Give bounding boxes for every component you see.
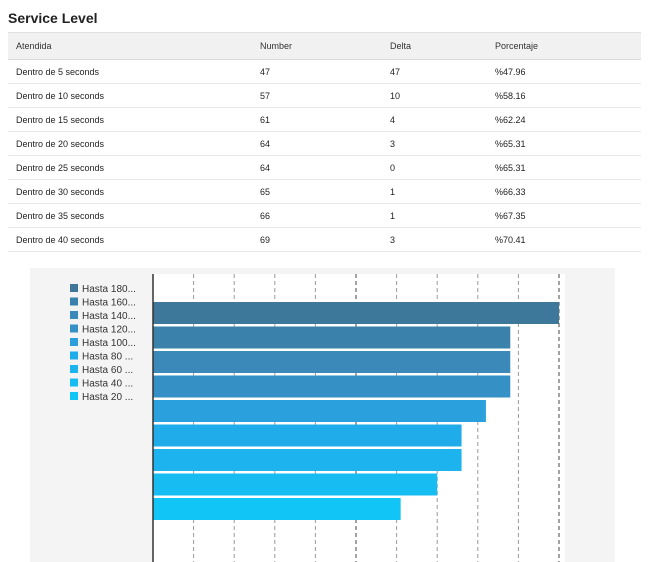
column-header-porcentaje[interactable]: Porcentaje (495, 32, 641, 60)
legend-swatch (70, 351, 78, 360)
column-header-delta[interactable]: Delta (390, 32, 495, 60)
legend-swatch (70, 378, 78, 387)
row-label: Dentro de 20 seconds (8, 131, 260, 156)
chart-bars (153, 302, 559, 520)
row-percent: %66.33 (495, 179, 641, 204)
row-percent: %70.41 (495, 227, 641, 252)
legend-swatch (70, 338, 78, 346)
row-number: 57 (260, 83, 390, 108)
bar[interactable] (153, 326, 511, 349)
table-row: Dentro de 15 seconds 61 4 %62.24 (8, 107, 641, 132)
legend-label[interactable]: Hasta 140... (82, 311, 136, 322)
table-header-row: Atendida Number Delta Porcentaje (8, 32, 641, 60)
row-delta: 10 (390, 83, 495, 108)
bar[interactable] (153, 351, 511, 373)
legend-swatch (70, 324, 78, 333)
legend-label[interactable]: Hasta 40 ... (82, 379, 133, 390)
row-label: Dentro de 35 seconds (8, 203, 260, 228)
legend-label[interactable]: Hasta 80 ... (82, 352, 133, 363)
bar[interactable] (153, 449, 462, 471)
row-delta: 0 (390, 155, 495, 180)
row-label: Dentro de 30 seconds (8, 179, 260, 204)
table-row: Dentro de 10 seconds 57 10 %58.16 (8, 83, 641, 108)
table-row: Dentro de 25 seconds 64 0 %65.31 (8, 155, 641, 180)
row-number: 66 (260, 203, 390, 228)
row-percent: %58.16 (495, 83, 641, 108)
row-number: 64 (260, 131, 390, 156)
legend-swatch (70, 392, 78, 400)
row-number: 47 (260, 59, 390, 84)
row-number: 64 (260, 155, 390, 180)
legend-label[interactable]: Hasta 100... (82, 338, 136, 349)
service-level-table: Atendida Number Delta Porcentaje Dentro … (8, 32, 641, 252)
bar[interactable] (153, 302, 559, 324)
row-label: Dentro de 10 seconds (8, 83, 260, 108)
legend-swatch (70, 311, 78, 319)
column-header-number[interactable]: Number (260, 32, 390, 60)
legend-swatch (70, 297, 78, 306)
row-label: Dentro de 40 seconds (8, 227, 260, 252)
legend-label[interactable]: Hasta 60 ... (82, 365, 133, 376)
row-delta: 1 (390, 203, 495, 228)
legend-label[interactable]: Hasta 180... (82, 284, 136, 295)
row-percent: %47.96 (495, 59, 641, 84)
row-percent: %62.24 (495, 107, 641, 132)
row-delta: 1 (390, 179, 495, 204)
bar[interactable] (153, 498, 401, 520)
bar[interactable] (153, 400, 486, 422)
row-delta: 3 (390, 131, 495, 156)
row-percent: %67.35 (495, 203, 641, 228)
table-row: Dentro de 30 seconds 65 1 %66.33 (8, 179, 641, 204)
table-row: Dentro de 5 seconds 47 47 %47.96 (8, 59, 641, 84)
legend-swatch (70, 284, 78, 292)
legend-label[interactable]: Hasta 160... (82, 298, 136, 309)
table-row: Dentro de 20 seconds 64 3 %65.31 (8, 131, 641, 156)
service-level-chart: Hasta 180... Hasta 160... Hasta 140... Hast… (30, 268, 615, 562)
row-delta: 4 (390, 107, 495, 132)
row-delta: 47 (390, 59, 495, 84)
row-label: Dentro de 5 seconds (8, 59, 260, 84)
bar[interactable] (153, 375, 511, 398)
row-label: Dentro de 15 seconds (8, 107, 260, 132)
row-percent: %65.31 (495, 131, 641, 156)
legend-label[interactable]: Hasta 120... (82, 325, 136, 336)
row-number: 61 (260, 107, 390, 132)
row-number: 69 (260, 227, 390, 252)
chart-svg: Hasta 180... Hasta 160... Hasta 140... Hast… (70, 274, 565, 562)
bar[interactable] (153, 473, 438, 496)
row-label: Dentro de 25 seconds (8, 155, 260, 180)
bar[interactable] (153, 424, 462, 447)
row-delta: 3 (390, 227, 495, 252)
page-title: Service Level (8, 10, 98, 26)
table-row: Dentro de 40 seconds 69 3 %70.41 (8, 227, 641, 252)
row-percent: %65.31 (495, 155, 641, 180)
row-number: 65 (260, 179, 390, 204)
legend-label[interactable]: Hasta 20 ... (82, 392, 133, 403)
table-row: Dentro de 35 seconds 66 1 %67.35 (8, 203, 641, 228)
column-header-atendida[interactable]: Atendida (8, 32, 260, 60)
legend-swatch (70, 365, 78, 373)
chart-legend: Hasta 180... Hasta 160... Hasta 140... Hast… (70, 284, 136, 403)
